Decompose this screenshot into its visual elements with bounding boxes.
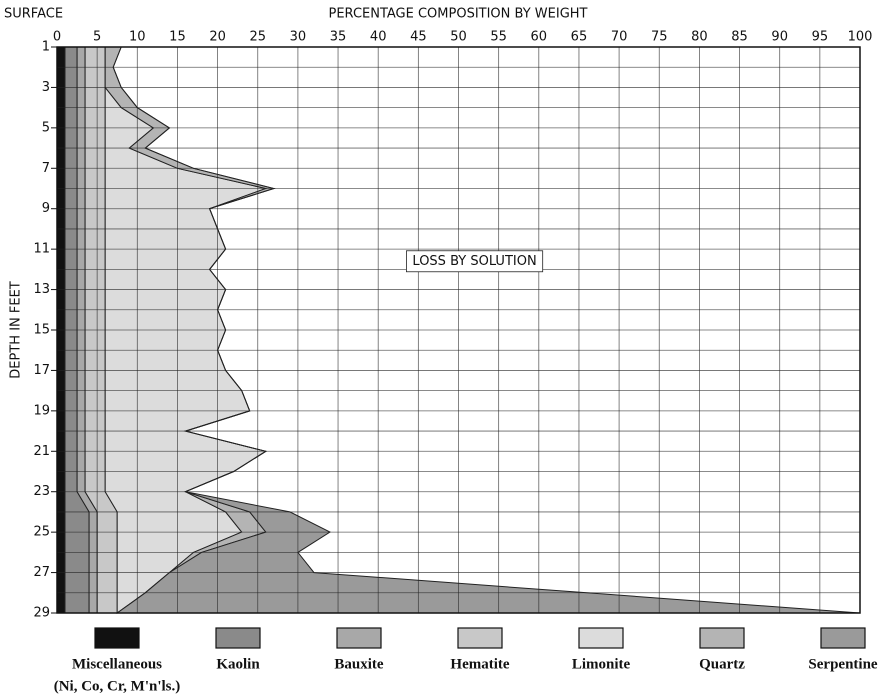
y-tick-label: 17 — [33, 363, 50, 378]
chart-title: PERCENTAGE COMPOSITION BY WEIGHT — [329, 7, 588, 22]
y-tick-label: 7 — [42, 161, 50, 176]
x-tick-label: 0 — [53, 30, 61, 45]
x-tick-label: 20 — [209, 30, 226, 45]
x-tick-label: 15 — [169, 30, 186, 45]
y-tick-label: 1 — [42, 40, 50, 55]
legend-swatch — [215, 627, 261, 649]
legend-label: Hematite — [450, 656, 509, 672]
legend-label: Quartz — [699, 656, 745, 672]
x-tick-label: 60 — [531, 30, 548, 45]
x-tick-label: 35 — [330, 30, 347, 45]
x-tick-label: 25 — [249, 30, 266, 45]
y-tick-label: 25 — [33, 525, 50, 540]
x-tick-label: 55 — [490, 30, 507, 45]
legend-label: Limonite — [572, 656, 631, 672]
x-tick-label: 65 — [571, 30, 588, 45]
legend-label: Miscellaneous — [72, 656, 162, 672]
x-tick-label: 10 — [129, 30, 146, 45]
x-tick-label: 45 — [410, 30, 427, 45]
legend-swatch — [820, 627, 866, 649]
y-tick-label: 23 — [33, 484, 50, 499]
x-tick-label: 40 — [370, 30, 387, 45]
legend-swatch — [457, 627, 503, 649]
y-tick-label: 27 — [33, 565, 50, 580]
annotation: LOSS BY SOLUTION — [412, 254, 536, 269]
y-tick-label: 13 — [33, 282, 50, 297]
x-tick-label: 85 — [731, 30, 748, 45]
y-tick-label: 19 — [33, 403, 50, 418]
legend-label: Serpentine — [808, 656, 878, 672]
x-tick-label: 90 — [771, 30, 788, 45]
y-tick-label: 9 — [42, 201, 50, 216]
corner-label: SURFACE — [4, 7, 63, 22]
x-tick-label: 100 — [848, 30, 873, 45]
legend-swatch — [94, 627, 140, 649]
legend-note: (Ni, Co, Cr, M'n'ls.) — [54, 678, 181, 694]
legend-label: Bauxite — [334, 656, 384, 672]
x-tick-label: 75 — [651, 30, 668, 45]
legend-swatch — [699, 627, 745, 649]
x-tick-label: 50 — [450, 30, 467, 45]
y-tick-label: 11 — [33, 242, 50, 257]
x-tick-label: 5 — [93, 30, 101, 45]
y-tick-label: 29 — [33, 606, 50, 621]
y-tick-label: 21 — [33, 444, 50, 459]
x-tick-label: 70 — [611, 30, 628, 45]
x-tick-label: 30 — [290, 30, 307, 45]
y-axis-label: DEPTH IN FEET — [9, 281, 24, 379]
x-tick-label: 95 — [812, 30, 829, 45]
y-tick-label: 15 — [33, 323, 50, 338]
legend-swatch — [336, 627, 382, 649]
legend-swatch — [578, 627, 624, 649]
y-tick-label: 5 — [42, 120, 50, 135]
y-tick-label: 3 — [42, 80, 50, 95]
legend-label: Kaolin — [216, 656, 260, 672]
annotation-box — [406, 250, 544, 273]
x-tick-label: 80 — [691, 30, 708, 45]
